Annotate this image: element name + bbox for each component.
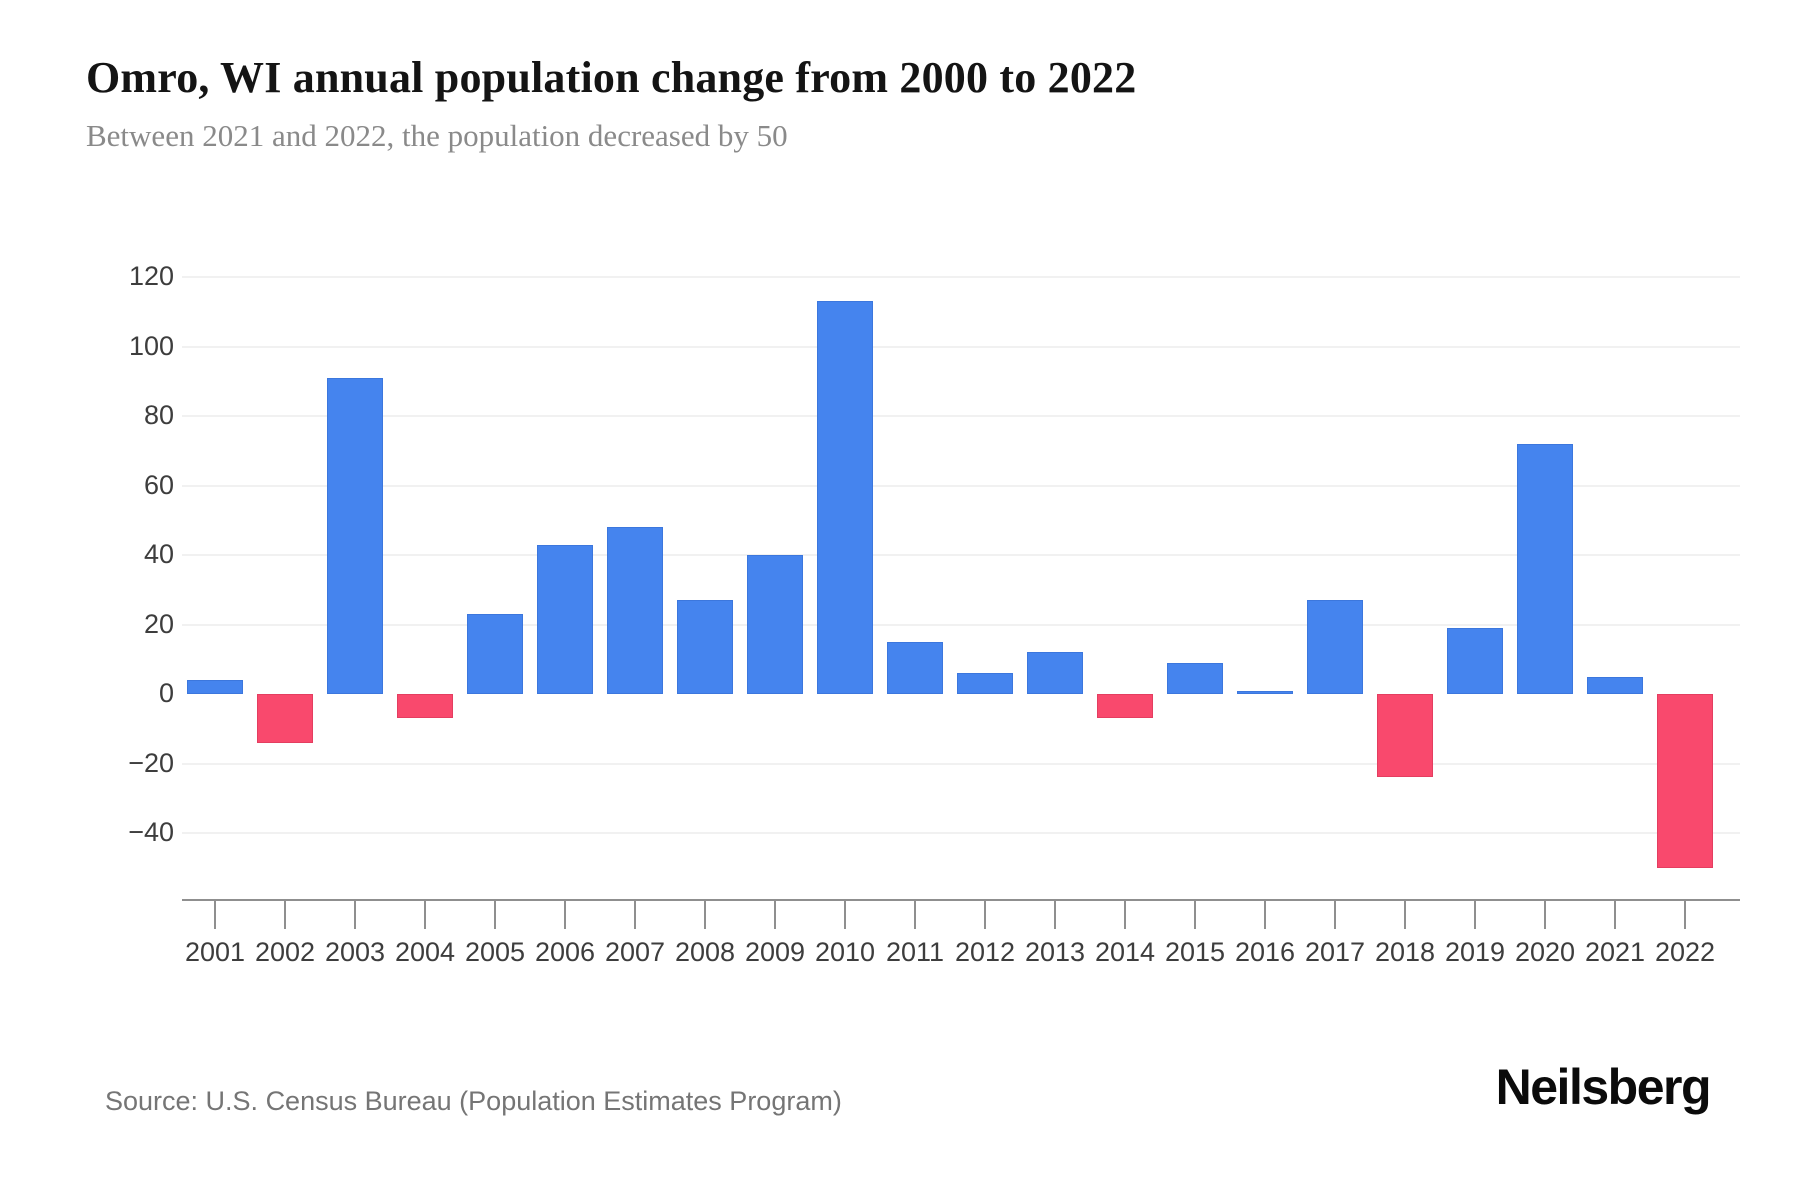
x-tick-2006 [564, 901, 566, 929]
bar-2007 [607, 527, 663, 694]
gridline-y-40 [182, 554, 1740, 556]
x-tick-2008 [704, 901, 706, 929]
chart-subtitle: Between 2021 and 2022, the population de… [86, 118, 788, 153]
gridline-y-80 [182, 415, 1740, 417]
x-axis-label-2018: 2018 [1374, 937, 1436, 967]
x-axis-label-2005: 2005 [464, 937, 526, 967]
bar-2019 [1447, 627, 1503, 694]
x-tick-2005 [494, 901, 496, 929]
x-axis-label-2014: 2014 [1094, 937, 1156, 967]
x-axis-label-2010: 2010 [814, 937, 876, 967]
y-axis-label-20: 20 [143, 608, 174, 639]
bar-2020 [1517, 443, 1573, 694]
x-axis-label-2004: 2004 [394, 937, 456, 967]
x-axis-label-2001: 2001 [184, 937, 246, 967]
x-tick-2017 [1334, 901, 1336, 929]
x-axis-label-2015: 2015 [1164, 937, 1226, 967]
gridline-y-60 [182, 484, 1740, 487]
y-axis-label-80: 80 [143, 400, 174, 430]
x-tick-2009 [774, 901, 776, 929]
x-tick-2015 [1194, 901, 1196, 929]
bar-2008 [677, 600, 733, 694]
x-axis-label-2020: 2020 [1514, 937, 1576, 967]
x-tick-2011 [914, 901, 916, 929]
x-axis-label-2017: 2017 [1304, 937, 1366, 967]
x-tick-2016 [1264, 901, 1266, 929]
gridline-y-20 [182, 623, 1740, 626]
bar-2018 [1377, 694, 1433, 778]
x-tick-2002 [284, 901, 286, 929]
x-tick-2019 [1474, 901, 1476, 929]
neilsberg-logo: Neilsberg [1495, 1059, 1712, 1115]
y-axis-label-0: 0 [158, 678, 174, 708]
x-tick-2021 [1614, 901, 1616, 929]
bar-2011 [887, 641, 943, 694]
x-axis-label-2007: 2007 [604, 937, 666, 967]
x-tick-2001 [214, 901, 216, 929]
gridline-y-120 [182, 276, 1740, 278]
gridline-y--20 [182, 762, 1740, 765]
bar-2006 [537, 544, 593, 694]
x-tick-2004 [424, 901, 426, 929]
y-axis-label--20: −20 [128, 747, 174, 778]
bar-2002 [257, 694, 313, 743]
x-axis-label-2012: 2012 [954, 937, 1016, 967]
x-tick-2007 [634, 901, 636, 929]
x-axis-label-2003: 2003 [324, 937, 386, 967]
bar-2021 [1587, 676, 1643, 694]
y-axis-label-120: 120 [128, 261, 174, 291]
bar-2013 [1027, 652, 1083, 694]
bar-2009 [747, 555, 803, 694]
y-axis-label-100: 100 [128, 330, 174, 361]
x-tick-2013 [1054, 901, 1056, 929]
bar-2014 [1097, 694, 1153, 719]
x-axis-label-2009: 2009 [744, 937, 806, 967]
bar-2015 [1167, 662, 1223, 694]
x-axis-line [182, 899, 1740, 901]
x-axis-label-2011: 2011 [885, 937, 945, 967]
bar-2001 [187, 680, 243, 694]
bar-2004 [397, 694, 453, 719]
bar-2010 [817, 301, 873, 694]
gridline-y--40 [182, 832, 1740, 834]
bar-2016 [1237, 690, 1293, 694]
y-axis-label--40: −40 [128, 817, 174, 847]
x-axis-label-2022: 2022 [1654, 937, 1716, 967]
bar-2017 [1307, 600, 1363, 694]
bar-2022 [1657, 694, 1713, 868]
x-tick-2018 [1404, 901, 1406, 929]
x-tick-2012 [984, 901, 986, 929]
x-tick-2003 [354, 901, 356, 929]
bar-2005 [467, 614, 523, 694]
chart-title: Omro, WI annual population change from 2… [86, 53, 1137, 102]
x-axis-label-2016: 2016 [1234, 937, 1296, 967]
x-axis-label-2019: 2019 [1444, 937, 1506, 967]
x-tick-2014 [1124, 901, 1126, 929]
x-tick-2010 [844, 901, 846, 929]
x-axis-label-2021: 2021 [1584, 937, 1646, 967]
x-tick-2020 [1544, 901, 1546, 929]
x-axis-label-2002: 2002 [254, 937, 316, 967]
y-axis-label-60: 60 [143, 469, 174, 500]
x-axis-label-2013: 2013 [1024, 937, 1086, 967]
x-tick-2022 [1684, 901, 1686, 929]
y-axis-label-40: 40 [143, 539, 174, 569]
bar-2012 [957, 673, 1013, 694]
x-axis-label-2008: 2008 [674, 937, 736, 967]
x-axis-label-2006: 2006 [534, 937, 596, 967]
source-note: Source: U.S. Census Bureau (Population E… [105, 1086, 842, 1116]
bar-2003 [327, 377, 383, 694]
gridline-y-100 [182, 345, 1740, 348]
